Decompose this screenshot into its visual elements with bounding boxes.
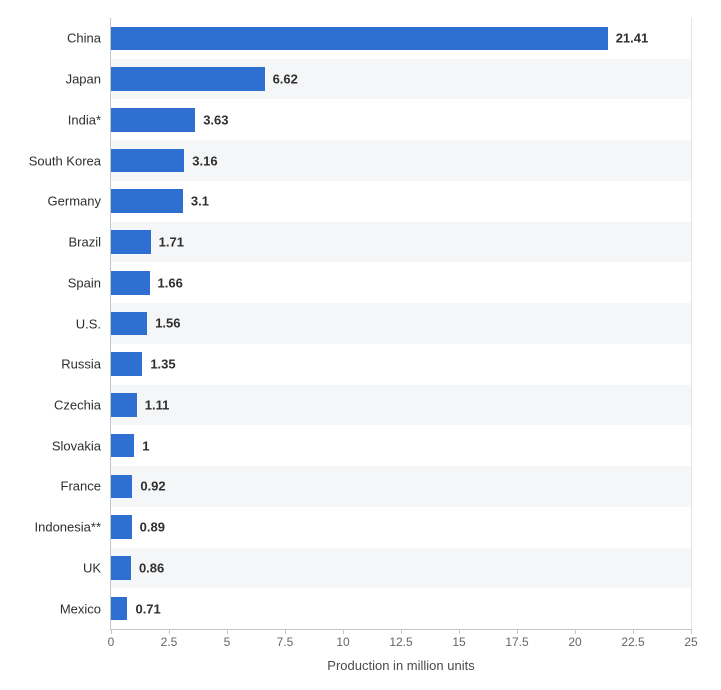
value-label: 3.16 xyxy=(192,153,217,168)
category-label: Brazil xyxy=(68,235,111,250)
x-tick-label: 20 xyxy=(568,629,581,649)
category-label: Spain xyxy=(68,275,111,290)
x-tick-label: 10 xyxy=(336,629,349,649)
row-band: 3.63 xyxy=(111,99,691,140)
x-tick-label: 0 xyxy=(108,629,115,649)
bar xyxy=(111,67,265,91)
row-band: 1.66 xyxy=(111,262,691,303)
bar xyxy=(111,352,142,376)
x-tick-label: 17.5 xyxy=(505,629,528,649)
category-label: South Korea xyxy=(29,153,111,168)
row-band: 3.16 xyxy=(111,140,691,181)
gridline xyxy=(691,18,692,629)
value-label: 0.86 xyxy=(139,560,164,575)
category-label: Germany xyxy=(48,194,111,209)
value-label: 1.66 xyxy=(158,275,183,290)
bar xyxy=(111,108,195,132)
x-tick-label: 5 xyxy=(224,629,231,649)
row-band: 21.41 xyxy=(111,18,691,59)
x-tick-label: 7.5 xyxy=(277,629,294,649)
bar xyxy=(111,515,132,539)
value-label: 0.92 xyxy=(140,479,165,494)
value-label: 0.89 xyxy=(140,520,165,535)
category-label: Czechia xyxy=(54,397,111,412)
plot-area: Production in million units 02.557.51012… xyxy=(110,18,691,630)
chart-container: Production in million units 02.557.51012… xyxy=(0,0,721,690)
bar xyxy=(111,230,151,254)
row-band: 0.86 xyxy=(111,548,691,589)
bar xyxy=(111,189,183,213)
bar xyxy=(111,434,134,458)
value-label: 21.41 xyxy=(616,31,649,46)
row-band: 1.35 xyxy=(111,344,691,385)
category-label: India* xyxy=(68,112,111,127)
row-band: 1.56 xyxy=(111,303,691,344)
value-label: 1 xyxy=(142,438,149,453)
row-band: 6.62 xyxy=(111,59,691,100)
bar xyxy=(111,312,147,336)
value-label: 3.1 xyxy=(191,194,209,209)
bar xyxy=(111,475,132,499)
category-label: China xyxy=(67,31,111,46)
value-label: 1.35 xyxy=(150,357,175,372)
value-label: 0.71 xyxy=(135,601,160,616)
row-band: 1 xyxy=(111,425,691,466)
value-label: 1.71 xyxy=(159,235,184,250)
category-label: UK xyxy=(83,560,111,575)
category-label: Mexico xyxy=(60,601,111,616)
bar xyxy=(111,27,608,51)
row-band: 0.89 xyxy=(111,507,691,548)
x-tick-label: 22.5 xyxy=(621,629,644,649)
category-label: Slovakia xyxy=(52,438,111,453)
bar xyxy=(111,393,137,417)
row-band: 0.71 xyxy=(111,588,691,629)
category-label: Russia xyxy=(61,357,111,372)
category-label: France xyxy=(61,479,111,494)
bar xyxy=(111,149,184,173)
x-tick-label: 25 xyxy=(684,629,697,649)
category-label: U.S. xyxy=(76,316,111,331)
row-band: 1.71 xyxy=(111,222,691,263)
x-tick-label: 2.5 xyxy=(161,629,178,649)
category-label: Indonesia** xyxy=(35,520,112,535)
bar xyxy=(111,556,131,580)
row-band: 3.1 xyxy=(111,181,691,222)
value-label: 3.63 xyxy=(203,112,228,127)
value-label: 1.11 xyxy=(145,397,170,412)
value-label: 6.62 xyxy=(273,72,298,87)
x-tick-label: 15 xyxy=(452,629,465,649)
category-label: Japan xyxy=(66,72,111,87)
bar xyxy=(111,597,127,621)
x-axis-title: Production in million units xyxy=(327,658,474,673)
x-tick-label: 12.5 xyxy=(389,629,412,649)
bar xyxy=(111,271,150,295)
row-band: 0.92 xyxy=(111,466,691,507)
row-band: 1.11 xyxy=(111,385,691,426)
value-label: 1.56 xyxy=(155,316,180,331)
